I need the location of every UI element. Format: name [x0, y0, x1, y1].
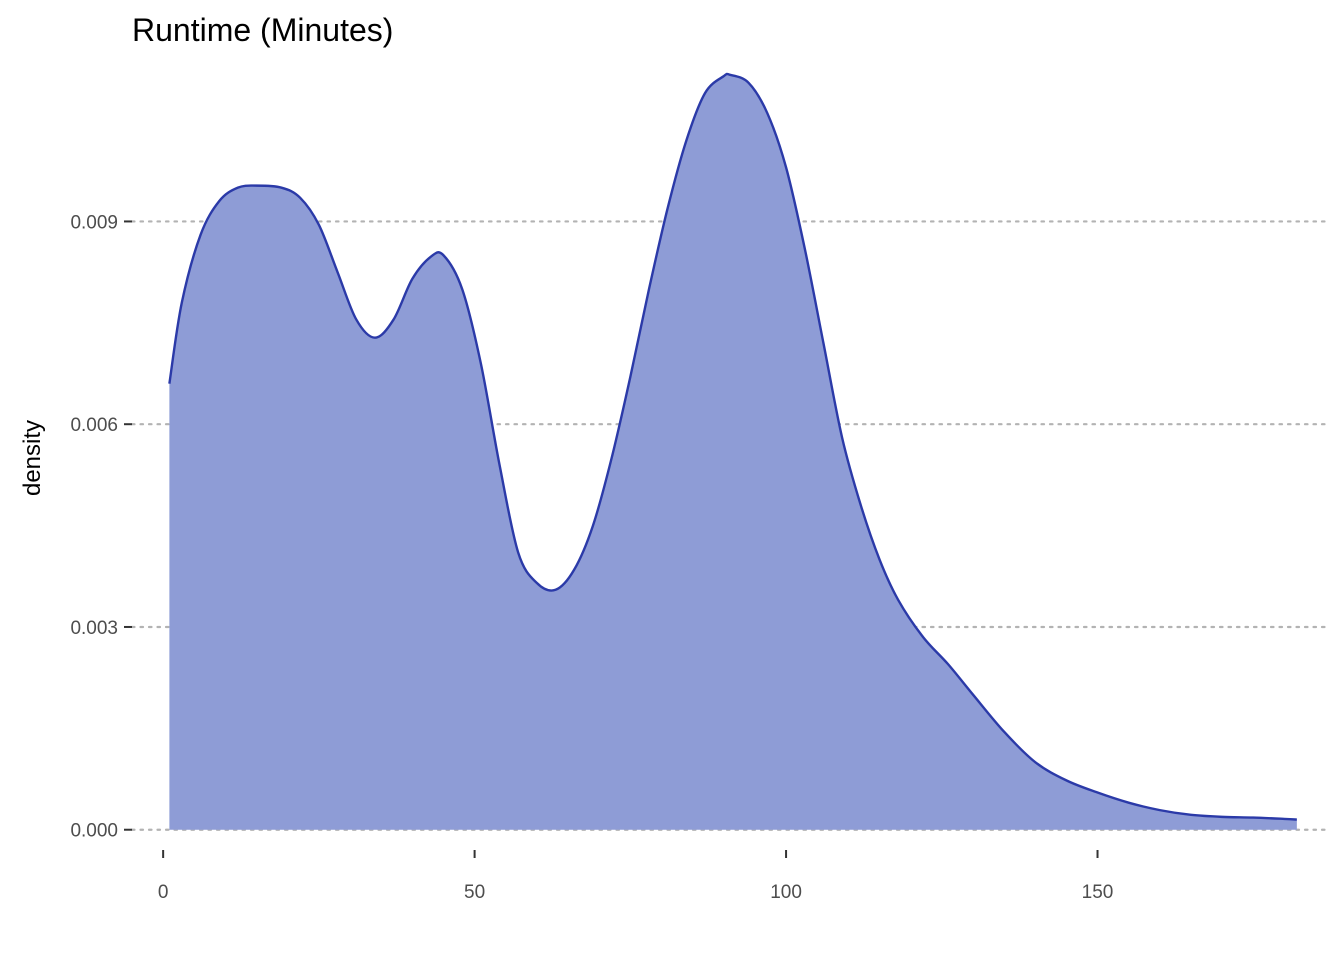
y-axis-label: density [19, 420, 46, 496]
y-tick-label-2: 0.006 [70, 415, 118, 436]
x-axis: 0 50 100 150 [158, 850, 1114, 903]
chart-title: Runtime (Minutes) [132, 12, 394, 48]
x-tick-label-3: 150 [1082, 882, 1114, 903]
y-tick-label-3: 0.009 [70, 212, 118, 233]
y-tick-label-0: 0.000 [70, 821, 118, 842]
x-tick-label-1: 50 [464, 882, 485, 903]
y-axis: 0.000 0.003 0.006 0.009 [70, 212, 132, 842]
x-tick-label-0: 0 [158, 882, 169, 903]
density-area [169, 73, 1297, 830]
y-tick-label-1: 0.003 [70, 618, 118, 639]
density-line [168, 72, 1297, 821]
x-tick-label-2: 100 [770, 882, 802, 903]
